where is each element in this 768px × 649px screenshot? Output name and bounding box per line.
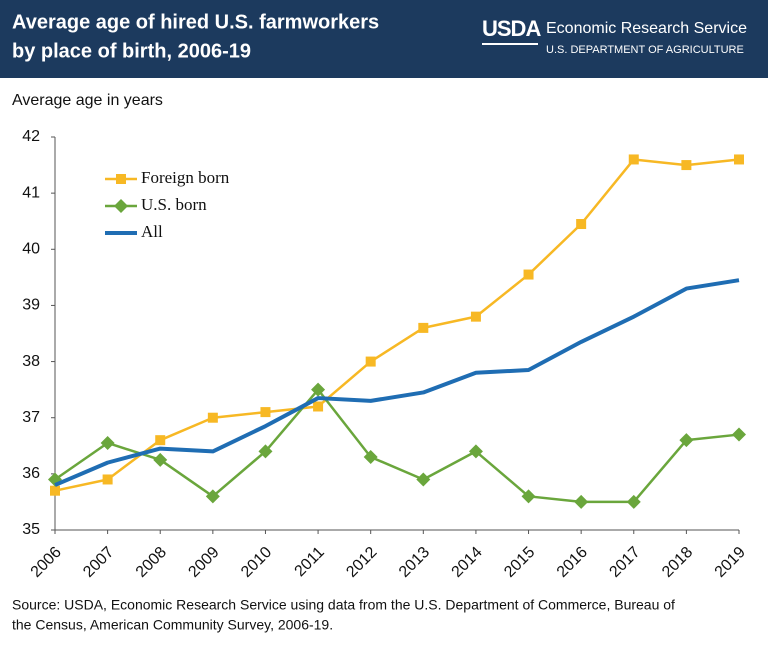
data-point — [155, 435, 166, 446]
data-point — [468, 444, 483, 459]
x-tick-label: 2013 — [396, 544, 433, 581]
source: the Census, American Community Survey, 2… — [12, 617, 333, 633]
y-tick-label: 41 — [22, 184, 40, 201]
legend-label: All — [141, 222, 163, 241]
data-point — [102, 474, 113, 485]
legend-label: U.S. born — [141, 195, 207, 214]
data-point — [205, 489, 220, 504]
data-point — [260, 407, 271, 418]
x-tick-label: 2016 — [554, 544, 591, 581]
y-tick-label: 37 — [22, 409, 40, 426]
data-point — [416, 472, 431, 487]
logo: USDA — [482, 16, 541, 41]
x-tick-label: 2008 — [133, 544, 170, 581]
y-tick-label: 35 — [22, 521, 40, 538]
data-point — [207, 412, 218, 423]
series-line — [54, 388, 740, 504]
y-tick-label: 39 — [22, 297, 40, 314]
data-point — [521, 489, 536, 504]
chart-title: by place of birth, 2006-19 — [12, 40, 251, 62]
x-tick-label: 2017 — [606, 544, 643, 581]
y-tick-label: 36 — [22, 465, 40, 482]
data-point — [311, 382, 326, 397]
x-tick-label: 2012 — [343, 544, 380, 581]
x-tick-label: 2018 — [659, 544, 696, 581]
y-tick-label: 40 — [22, 241, 40, 258]
x-tick-label: 2009 — [185, 544, 222, 581]
y-tick-label: 42 — [22, 128, 40, 145]
header-band — [0, 0, 768, 78]
data-point — [153, 452, 168, 467]
legend-marker — [116, 174, 126, 184]
agency: Economic Research Service — [546, 20, 747, 37]
legend-label: Foreign born — [141, 168, 230, 187]
series-line — [54, 158, 740, 492]
data-point — [100, 435, 115, 450]
data-point — [258, 444, 273, 459]
data-point — [313, 401, 324, 412]
x-tick-label: 2006 — [28, 544, 65, 581]
chart-title: Average age of hired U.S. farmworkers — [12, 11, 379, 33]
data-point — [679, 433, 694, 448]
data-point — [523, 269, 534, 280]
data-point — [734, 154, 744, 165]
x-tick-label: 2010 — [238, 544, 275, 581]
y-tick-label: 38 — [22, 353, 40, 370]
data-point — [50, 485, 60, 496]
data-point — [626, 494, 641, 509]
x-tick-label: 2019 — [712, 544, 749, 581]
x-tick-label: 2007 — [80, 544, 117, 581]
x-tick-label: 2014 — [449, 544, 486, 581]
series-line — [54, 278, 740, 487]
data-point — [365, 356, 376, 367]
data-point — [363, 450, 378, 465]
source: Source: USDA, Economic Research Service … — [12, 597, 675, 613]
x-tick-label: 2011 — [292, 544, 328, 580]
data-point — [574, 494, 589, 509]
x-tick-label: 2015 — [501, 544, 538, 581]
data-point — [418, 322, 429, 333]
y-axis-label: Average age in years — [12, 92, 163, 109]
department: U.S. DEPARTMENT OF AGRICULTURE — [546, 44, 744, 56]
data-point — [732, 427, 746, 442]
legend-marker — [114, 199, 128, 213]
data-point — [576, 219, 587, 230]
data-point — [681, 160, 692, 171]
data-point — [470, 311, 481, 322]
data-point — [628, 154, 639, 165]
